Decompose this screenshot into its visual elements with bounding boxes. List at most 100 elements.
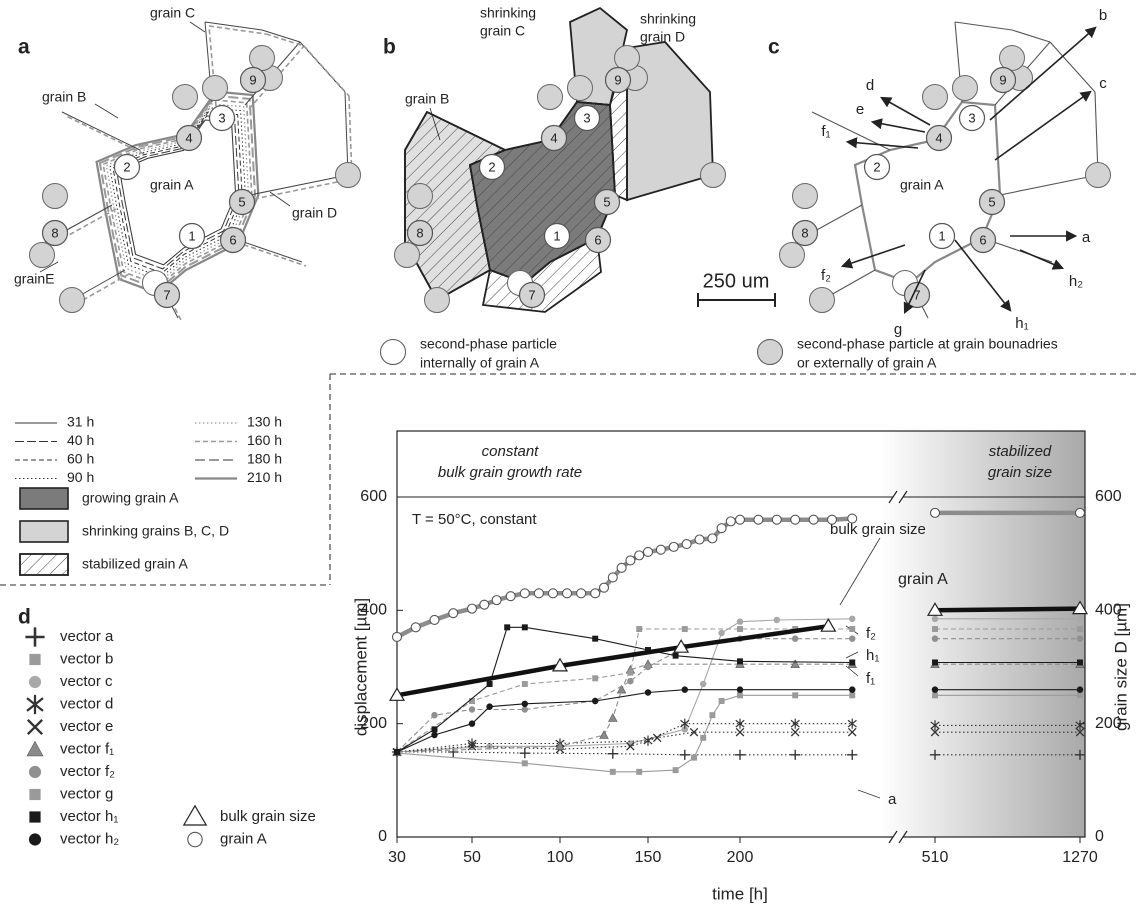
vector-label: b xyxy=(1099,7,1107,24)
vector-label: h₁ xyxy=(1015,315,1028,332)
marker-circle xyxy=(468,720,476,727)
marker-circle xyxy=(627,677,634,685)
annotation: f₁ xyxy=(866,670,875,687)
series-line xyxy=(396,628,853,753)
marker-square xyxy=(469,698,475,704)
grain-boundary xyxy=(261,29,301,43)
marker-square xyxy=(691,754,697,761)
legend-particle xyxy=(380,339,406,365)
marker-square xyxy=(737,658,743,665)
vector-label: d xyxy=(866,77,874,94)
particle xyxy=(208,104,236,132)
marker-square xyxy=(672,652,679,659)
y2-tick-label: 600 xyxy=(1095,488,1122,505)
legend-label: vector g xyxy=(60,785,113,802)
particle-label: 7 xyxy=(913,287,920,302)
marker-circle-open xyxy=(616,562,627,573)
marker-circle xyxy=(1076,686,1084,693)
marker-circle xyxy=(591,697,599,705)
marker-asterisk xyxy=(1075,720,1085,731)
legend-label: internally of grain A xyxy=(420,355,540,371)
particle xyxy=(792,183,818,209)
legend-label: 90 h xyxy=(67,469,94,485)
particle xyxy=(178,222,206,250)
axis-break xyxy=(888,830,908,844)
marker-plus xyxy=(734,749,746,760)
marker-square xyxy=(1077,626,1083,633)
grain-boundary xyxy=(119,119,237,266)
marker-triangle-open xyxy=(551,657,569,672)
legend-label: vector a xyxy=(60,628,114,645)
particle xyxy=(153,281,181,309)
particle xyxy=(928,222,956,250)
marker-triangle-open xyxy=(926,602,944,616)
series-line xyxy=(396,626,853,753)
particle-label: 2 xyxy=(873,159,880,174)
marker-circle-open xyxy=(625,555,636,566)
annotation: f₂ xyxy=(866,625,876,642)
marker-circle-open xyxy=(479,599,490,610)
marker-asterisk xyxy=(790,718,800,729)
marker-cross xyxy=(847,727,857,737)
marker-circle xyxy=(699,680,707,688)
grain-label: grain A xyxy=(900,177,944,193)
particle-label: 4 xyxy=(935,130,942,145)
marker-square xyxy=(849,692,856,699)
series-line xyxy=(396,623,829,698)
series-line xyxy=(396,689,853,753)
x-tick-label: 200 xyxy=(727,849,754,866)
particle-label: 8 xyxy=(416,225,423,240)
marker-circle xyxy=(791,635,799,642)
grain-boundary xyxy=(1049,41,1096,93)
legend-label: vector d xyxy=(60,695,113,712)
axis-break-gap xyxy=(893,491,903,503)
vector-label: c xyxy=(1099,75,1107,92)
grain-boundary xyxy=(48,208,117,247)
particle xyxy=(978,188,1006,216)
marker-triangle-open xyxy=(388,687,406,701)
marker-circle-open xyxy=(642,546,654,558)
axis-break xyxy=(888,490,908,504)
grain-boundary xyxy=(61,111,141,151)
marker-circle-open xyxy=(576,588,587,599)
marker-circle-open xyxy=(547,588,559,599)
grain-boundary xyxy=(249,174,349,196)
series-line xyxy=(396,638,853,753)
grain-boundary xyxy=(65,115,145,155)
y-tick-label: 0 xyxy=(378,828,387,845)
grain-boundary xyxy=(1094,91,1099,176)
legend-label: grain A xyxy=(220,830,267,847)
marker-circle xyxy=(681,726,689,733)
panel-label: d xyxy=(18,606,31,629)
vector-label: a xyxy=(1082,229,1091,246)
stabilized-shading xyxy=(880,431,1085,837)
marker-circle xyxy=(736,618,744,625)
marker-circle-open xyxy=(561,588,573,599)
leader-line xyxy=(39,261,59,273)
marker-square xyxy=(627,669,634,676)
grain-label: shrinking xyxy=(640,11,696,27)
marker-square xyxy=(709,712,716,719)
legend-label: vector c xyxy=(60,673,113,690)
marker-cross xyxy=(652,733,662,743)
panel-label: c xyxy=(768,36,780,59)
marker-circle xyxy=(521,706,529,713)
series-line xyxy=(396,694,853,773)
annotation: h₁ xyxy=(866,647,879,664)
annotation: a xyxy=(888,791,897,808)
particle xyxy=(700,162,726,188)
grain-boundary xyxy=(208,25,267,35)
marker-circle-open xyxy=(716,523,727,534)
marker-circle xyxy=(931,635,939,642)
marker-plus xyxy=(1074,749,1086,760)
legend-label: or externally of grain A xyxy=(797,355,937,371)
x-tick-label: 510 xyxy=(922,849,949,866)
marker-cross xyxy=(1075,727,1085,737)
x-tick-label: 150 xyxy=(635,849,662,866)
grain-label: grain C xyxy=(150,5,195,21)
separator xyxy=(0,373,1137,586)
grain-boundary xyxy=(348,95,353,180)
legend-marker xyxy=(187,831,203,848)
particle xyxy=(573,104,601,132)
grain-boundary xyxy=(208,25,217,107)
